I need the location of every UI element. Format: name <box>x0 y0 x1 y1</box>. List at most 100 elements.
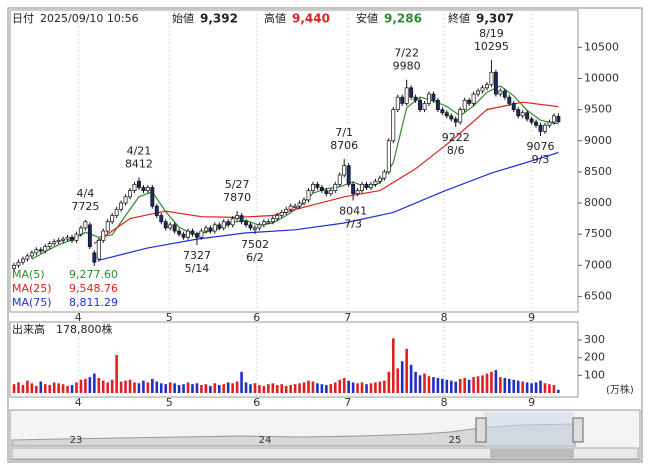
candle-body <box>221 221 226 229</box>
candle-body <box>248 224 253 229</box>
navigator-window[interactable] <box>484 412 574 446</box>
legend-value: 9,548.76 <box>69 282 118 295</box>
candle-body <box>190 230 195 235</box>
header-value: 9,286 <box>384 12 422 26</box>
candle-body <box>279 212 284 216</box>
candle-body <box>480 87 485 92</box>
volume-bar <box>164 384 168 393</box>
candle-body <box>467 99 472 104</box>
volume-bar <box>93 373 96 393</box>
y-tick-label: 8500 <box>584 165 612 178</box>
candle-body <box>422 103 427 110</box>
y-tick-label: 6500 <box>584 289 612 302</box>
candle-body <box>315 184 320 188</box>
volume-bar <box>61 384 65 393</box>
volume-bar <box>472 377 475 393</box>
volume-bar <box>186 382 190 393</box>
candle-body <box>538 124 543 132</box>
volume-bar <box>458 378 462 393</box>
candle-body <box>342 165 347 176</box>
volume-bar <box>151 378 154 393</box>
candle-body <box>20 258 25 263</box>
y-tick-label: 100 <box>584 368 605 381</box>
candle-body <box>96 240 101 260</box>
header-label: 日付 <box>12 12 34 25</box>
candle-body <box>328 190 333 195</box>
volume-bar <box>240 371 243 393</box>
volume-bar <box>338 379 342 393</box>
candle-body <box>435 99 440 110</box>
x-tick-label: 7 <box>344 311 351 324</box>
navigator-handle[interactable] <box>475 417 487 443</box>
volume-bar <box>414 371 417 393</box>
candle-body <box>413 96 418 101</box>
candle-body <box>427 93 431 104</box>
volume-bar <box>400 361 404 393</box>
y-tick-label: 200 <box>584 351 605 364</box>
volume-bar <box>476 376 480 393</box>
x-tick-label: 9 <box>528 396 535 409</box>
candle-body <box>230 218 235 226</box>
candle-body <box>253 227 257 230</box>
volume-bar <box>204 384 208 393</box>
candle-body <box>38 249 43 252</box>
candle-body <box>516 109 521 117</box>
volume-bar <box>432 377 435 393</box>
header-label: 高値 <box>264 11 286 25</box>
volume-bar <box>499 377 502 393</box>
volume-bar <box>534 382 538 393</box>
candle-body <box>333 184 338 191</box>
candle-body <box>239 215 244 223</box>
volume-bar <box>222 384 226 393</box>
annotation-value: 7327 <box>183 249 211 262</box>
volume-bar <box>369 383 373 393</box>
volume-bar <box>159 383 163 393</box>
scrollbar[interactable] <box>11 447 639 460</box>
ma-line <box>98 151 559 261</box>
candle-body <box>453 118 458 123</box>
volume-bar <box>52 382 56 393</box>
y-tick-label: 7500 <box>584 227 612 240</box>
volume-bar <box>57 383 60 393</box>
volume-bar <box>516 380 520 393</box>
annotation-value: 9076 <box>527 140 555 153</box>
candle-body <box>409 87 414 98</box>
candle-body <box>346 165 351 185</box>
candle-body <box>217 224 222 229</box>
candle-body <box>520 112 525 117</box>
volume-bar <box>213 383 217 393</box>
scrollbar-thumb[interactable] <box>490 449 574 458</box>
candle-body <box>65 236 70 240</box>
volume-bar <box>280 384 284 393</box>
candle-body <box>418 99 422 110</box>
volume-bar <box>445 379 449 393</box>
candle-body <box>163 221 168 229</box>
volume-bar <box>378 381 382 393</box>
candle-body <box>471 93 476 104</box>
volume-bar <box>329 384 333 393</box>
navigator-handle[interactable] <box>572 417 584 443</box>
volume-bar <box>525 382 529 393</box>
candle-body <box>105 221 110 232</box>
volume-bar <box>244 382 248 393</box>
x-tick-label: 7 <box>344 396 351 409</box>
candle-body <box>324 190 329 195</box>
volume-bar <box>226 382 230 393</box>
candle-body <box>355 190 360 195</box>
candle-body <box>101 230 106 241</box>
candle-body <box>261 221 266 226</box>
header-value: 9,307 <box>476 12 514 26</box>
volume-bar <box>449 380 453 393</box>
legend-name: MA(5) <box>12 268 45 281</box>
volume-bar <box>128 379 132 393</box>
candle-body <box>92 252 97 263</box>
candle-body <box>458 109 463 123</box>
volume-bar <box>512 379 516 393</box>
candle-body <box>360 184 364 191</box>
volume-bar <box>258 385 261 393</box>
annotation-date: 5/14 <box>185 262 210 275</box>
candle-body <box>181 233 186 238</box>
volume-bar <box>79 379 83 393</box>
y-tick-label: 9500 <box>584 103 612 116</box>
